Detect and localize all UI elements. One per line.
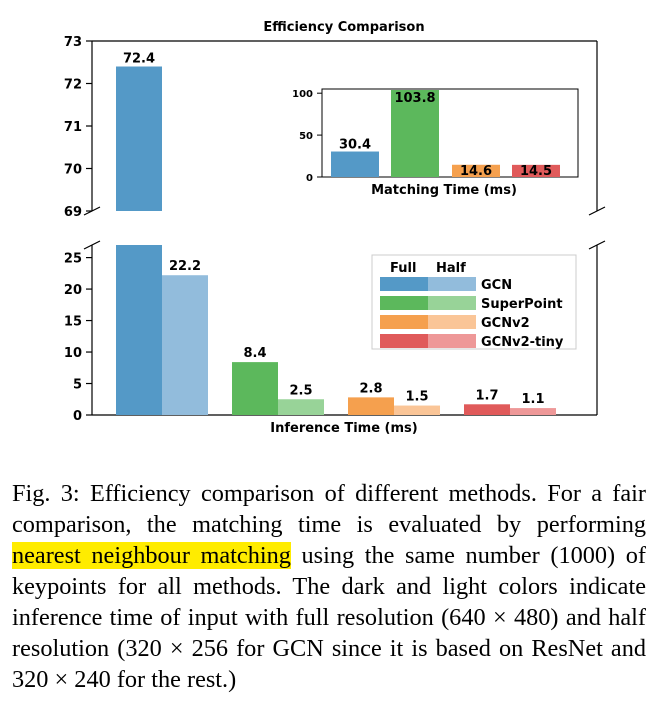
legend: Full Half GCN SuperPoint GCNv2 GCNv2-tiny	[371, 254, 577, 350]
inset-bar-gcnv2	[452, 164, 500, 177]
legend-swatch-half	[428, 334, 476, 348]
lower-ticks: 0 5 10 15 20 25	[64, 252, 92, 424]
inset-y-tick-label: 100	[292, 89, 313, 100]
legend-swatch-full	[380, 334, 428, 348]
inset-data-label: 103.8	[394, 91, 435, 106]
data-label-full: 2.8	[359, 381, 382, 396]
inset-bar-gcn	[331, 151, 379, 177]
legend-label: SuperPoint	[481, 297, 563, 312]
inset-y-tick-label: 50	[299, 131, 313, 142]
bar-half-gcnv2	[394, 405, 440, 415]
inset-ticks: 0 50 100	[292, 89, 322, 184]
legend-label: GCNv2-tiny	[481, 335, 564, 350]
y-tick-label: 71	[64, 120, 82, 135]
y-tick-label: 15	[64, 315, 82, 330]
legend-swatch-full	[380, 296, 428, 310]
inset-data-label: 14.6	[460, 164, 492, 179]
y-tick-label: 69	[64, 205, 82, 220]
bar-full-superpoint	[232, 362, 278, 415]
efficiency-chart: Efficiency Comparison 69 70 71 72 73 0 5 10 15 2…	[64, 20, 606, 436]
data-label-half: 1.1	[521, 392, 544, 407]
break-mark-lower-left	[83, 240, 101, 250]
inset-y-tick-label: 0	[306, 173, 313, 184]
y-tick-label: 25	[64, 252, 82, 267]
caption-highlight: nearest neighbour matching	[12, 542, 291, 569]
break-mark-lower-right	[588, 240, 606, 250]
figure-caption: Fig. 3: Efficiency comparison of differe…	[12, 478, 646, 695]
break-mark-upper-right	[588, 206, 606, 216]
data-label-full: 72.4	[123, 52, 155, 67]
bar-full-gcnv2	[348, 397, 394, 415]
bar-full-gcn-upper	[116, 66, 162, 211]
inset-data-label: 14.5	[520, 164, 552, 179]
y-tick-label: 73	[64, 35, 82, 50]
bar-half-gcn	[162, 275, 208, 415]
main-bars: 72.4 22.2 8.4 2.5 2.8 1.5 1.7 1.1	[116, 52, 556, 415]
bar-full-gcn-lower	[116, 245, 162, 415]
upper-ticks: 69 70 71 72 73	[64, 35, 92, 220]
bar-half-gcnv2-tiny	[510, 408, 556, 415]
main-xlabel: Inference Time (ms)	[270, 421, 417, 436]
data-label-half: 22.2	[169, 259, 201, 274]
data-label-full: 1.7	[475, 388, 498, 403]
inset-chart: 0 50 100 30.4 103.8 14.6 14.5 Matching Time (…	[292, 88, 579, 198]
legend-label: GCNv2	[481, 316, 530, 331]
legend-swatch-full	[380, 315, 428, 329]
inset-bar-superpoint	[391, 90, 439, 177]
y-tick-label: 0	[73, 409, 82, 424]
legend-rows: GCN SuperPoint GCNv2 GCNv2-tiny	[380, 277, 564, 350]
caption-text-before: Efficiency comparison of different metho…	[12, 480, 646, 538]
legend-swatch-half	[428, 296, 476, 310]
legend-header-full: Full	[390, 261, 416, 276]
bar-full-gcnv2-tiny	[464, 404, 510, 415]
y-tick-label: 5	[73, 378, 82, 393]
legend-swatch-half	[428, 277, 476, 291]
data-label-full: 8.4	[243, 346, 266, 361]
caption-text-after: using the same number (1000) of keypoint…	[12, 542, 646, 693]
inset-data-label: 30.4	[339, 138, 371, 153]
chart-title: Efficiency Comparison	[263, 20, 424, 35]
y-tick-label: 10	[64, 346, 82, 361]
inset-bar-gcnv2-tiny	[512, 164, 560, 177]
legend-header-half: Half	[436, 261, 466, 276]
caption-label: Fig. 3:	[12, 480, 80, 507]
data-label-half: 1.5	[405, 390, 428, 405]
data-label-half: 2.5	[289, 383, 312, 398]
legend-swatch-full	[380, 277, 428, 291]
inset-bars: 30.4 103.8 14.6 14.5	[331, 90, 560, 179]
legend-swatch-half	[428, 315, 476, 329]
legend-label: GCN	[481, 278, 512, 293]
y-tick-label: 70	[64, 163, 82, 178]
bar-half-superpoint	[278, 399, 324, 415]
y-tick-label: 20	[64, 283, 82, 298]
y-tick-label: 72	[64, 78, 82, 93]
inset-xlabel: Matching Time (ms)	[371, 183, 517, 198]
